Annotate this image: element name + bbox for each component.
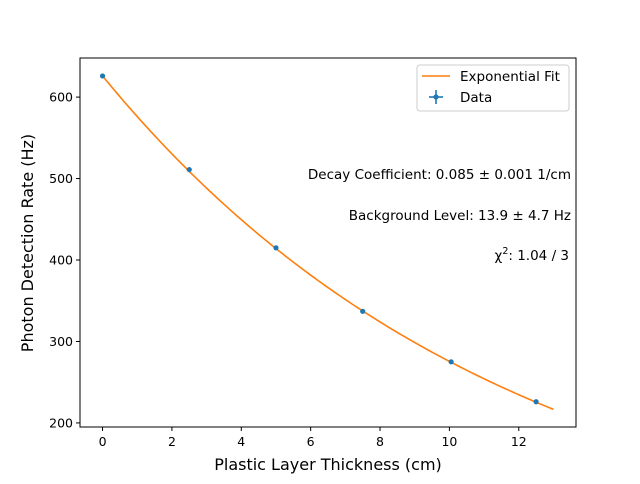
y-tick-label: 600: [49, 90, 73, 105]
data-point: [99, 73, 106, 79]
data-point: [186, 166, 192, 173]
x-tick-label: 6: [307, 434, 315, 449]
data-point: [533, 399, 539, 405]
annotation-background-level: Background Level: 13.9 ± 4.7 Hz: [349, 208, 571, 224]
x-axis-ticks: 0 2 4 6 8 10 12: [99, 427, 527, 449]
x-tick-label: 0: [99, 434, 107, 449]
chi-value: : 1.04 / 3: [508, 248, 569, 264]
legend-data-label: Data: [460, 90, 492, 106]
data-point: [273, 245, 279, 251]
annotation-decay-coefficient: Decay Coefficient: 0.085 ± 0.001 1/cm: [308, 167, 571, 183]
y-tick-label: 500: [49, 171, 73, 186]
legend: Exponential Fit Data: [416, 64, 570, 112]
x-tick-label: 4: [237, 434, 245, 449]
y-tick-label: 300: [49, 334, 73, 349]
x-tick-label: 8: [376, 434, 384, 449]
y-tick-label: 400: [49, 253, 73, 268]
y-axis-label: Photon Detection Rate (Hz): [18, 134, 37, 352]
y-tick-label: 200: [49, 415, 73, 430]
fit-layer: [101, 75, 554, 411]
annotation-chi-squared: χ2: 1.04 / 3: [495, 246, 569, 264]
points-layer: [99, 73, 539, 405]
legend-data-swatch: [429, 90, 443, 104]
fit-curve: [101, 75, 554, 411]
x-tick-label: 10: [441, 434, 457, 449]
chi-superscript: 2: [502, 246, 508, 257]
x-tick-label: 2: [168, 434, 176, 449]
y-axis-ticks: 200 300 400 500 600: [49, 90, 80, 430]
legend-fit-label: Exponential Fit: [460, 69, 560, 85]
data-point: [360, 308, 366, 314]
axes-frame: [79, 57, 577, 428]
x-tick-label: 12: [511, 434, 527, 449]
chi-symbol: χ: [495, 248, 503, 264]
x-axis-label: Plastic Layer Thickness (cm): [214, 455, 442, 474]
legend-box: [416, 64, 570, 112]
data-point: [448, 359, 454, 365]
